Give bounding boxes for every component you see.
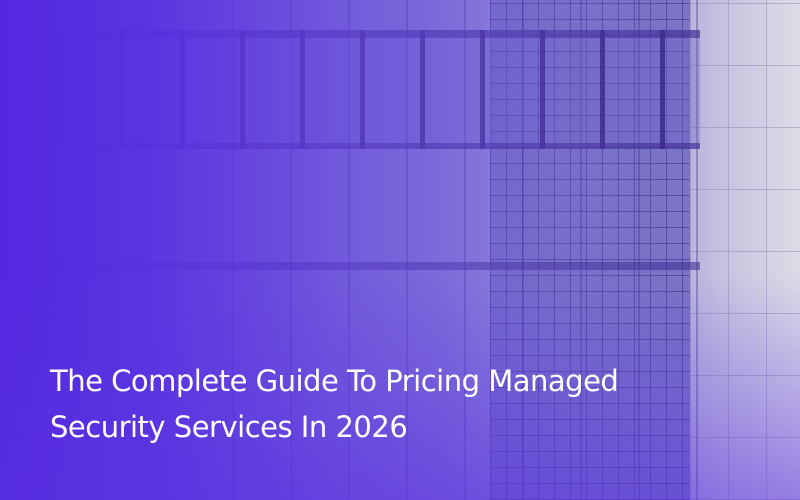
hero-title-line-2: Security Services In 2026 bbox=[50, 410, 408, 444]
hero-title: The Complete Guide To Pricing Managed Se… bbox=[50, 358, 750, 450]
hero-title-line-1: The Complete Guide To Pricing Managed bbox=[50, 364, 619, 398]
